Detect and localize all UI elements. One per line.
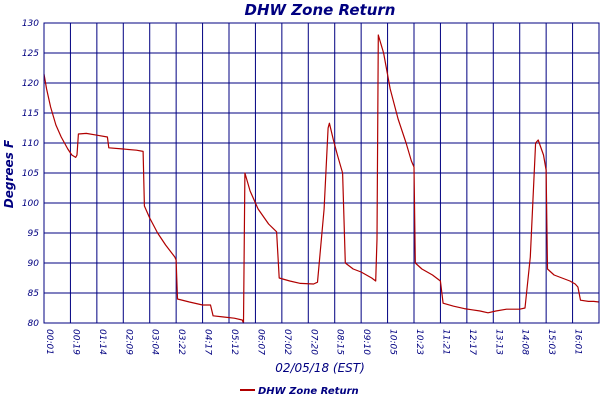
x-tick-label: 10:23 xyxy=(414,329,424,355)
x-tick-label: 03:22 xyxy=(176,329,186,355)
x-tick-label: 14:08 xyxy=(520,329,530,355)
x-tick-label: 13:13 xyxy=(493,329,503,355)
x-tick-label: 16:01 xyxy=(573,329,583,355)
x-tick-label: 09:10 xyxy=(361,329,371,355)
y-tick-label: 80 xyxy=(28,319,40,329)
x-tick-label: 11:21 xyxy=(440,329,450,355)
y-tick-label: 115 xyxy=(22,109,39,119)
chart-title: DHW Zone Return xyxy=(245,1,396,19)
x-tick-label: 03:04 xyxy=(150,329,160,355)
x-tick-label: 15:03 xyxy=(546,329,556,355)
x-axis-label: 02/05/18 (EST) xyxy=(275,361,365,375)
y-tick-label: 90 xyxy=(28,259,40,269)
x-tick-label: 00:19 xyxy=(70,329,80,355)
legend: DHW Zone Return xyxy=(240,386,359,397)
y-tick-label: 130 xyxy=(22,19,39,29)
x-tick-label: 10:05 xyxy=(388,329,398,355)
y-tick-label: 95 xyxy=(28,229,40,239)
x-tick-label: 06:07 xyxy=(255,329,265,355)
x-tick-label: 01:14 xyxy=(97,329,107,355)
y-axis-label: Degrees F xyxy=(2,139,16,208)
series-line xyxy=(43,34,600,324)
x-tick-label: 05:12 xyxy=(229,329,239,355)
x-tick-label: 08:15 xyxy=(335,329,345,355)
y-tick-label: 105 xyxy=(22,169,39,179)
y-tick-label: 120 xyxy=(22,79,39,89)
plot-border xyxy=(43,22,600,324)
x-tick-label: 02:09 xyxy=(123,329,133,355)
x-tick-label: 07:02 xyxy=(282,329,292,355)
y-tick-label: 100 xyxy=(22,199,39,209)
x-tick-label: 00:01 xyxy=(44,329,54,355)
plot-area: 80 85 90 95 100 105 110 115 120 125 130 00:01 00:19 0… xyxy=(22,19,600,355)
x-tick-label: 07:20 xyxy=(308,329,318,355)
legend-label: DHW Zone Return xyxy=(258,386,359,397)
y-tick-label: 110 xyxy=(22,139,39,149)
y-tick-label: 125 xyxy=(22,49,39,59)
x-tick-label: 12:17 xyxy=(467,329,477,355)
y-tick-label: 85 xyxy=(28,289,40,299)
x-tick-label: 04:17 xyxy=(203,329,213,355)
